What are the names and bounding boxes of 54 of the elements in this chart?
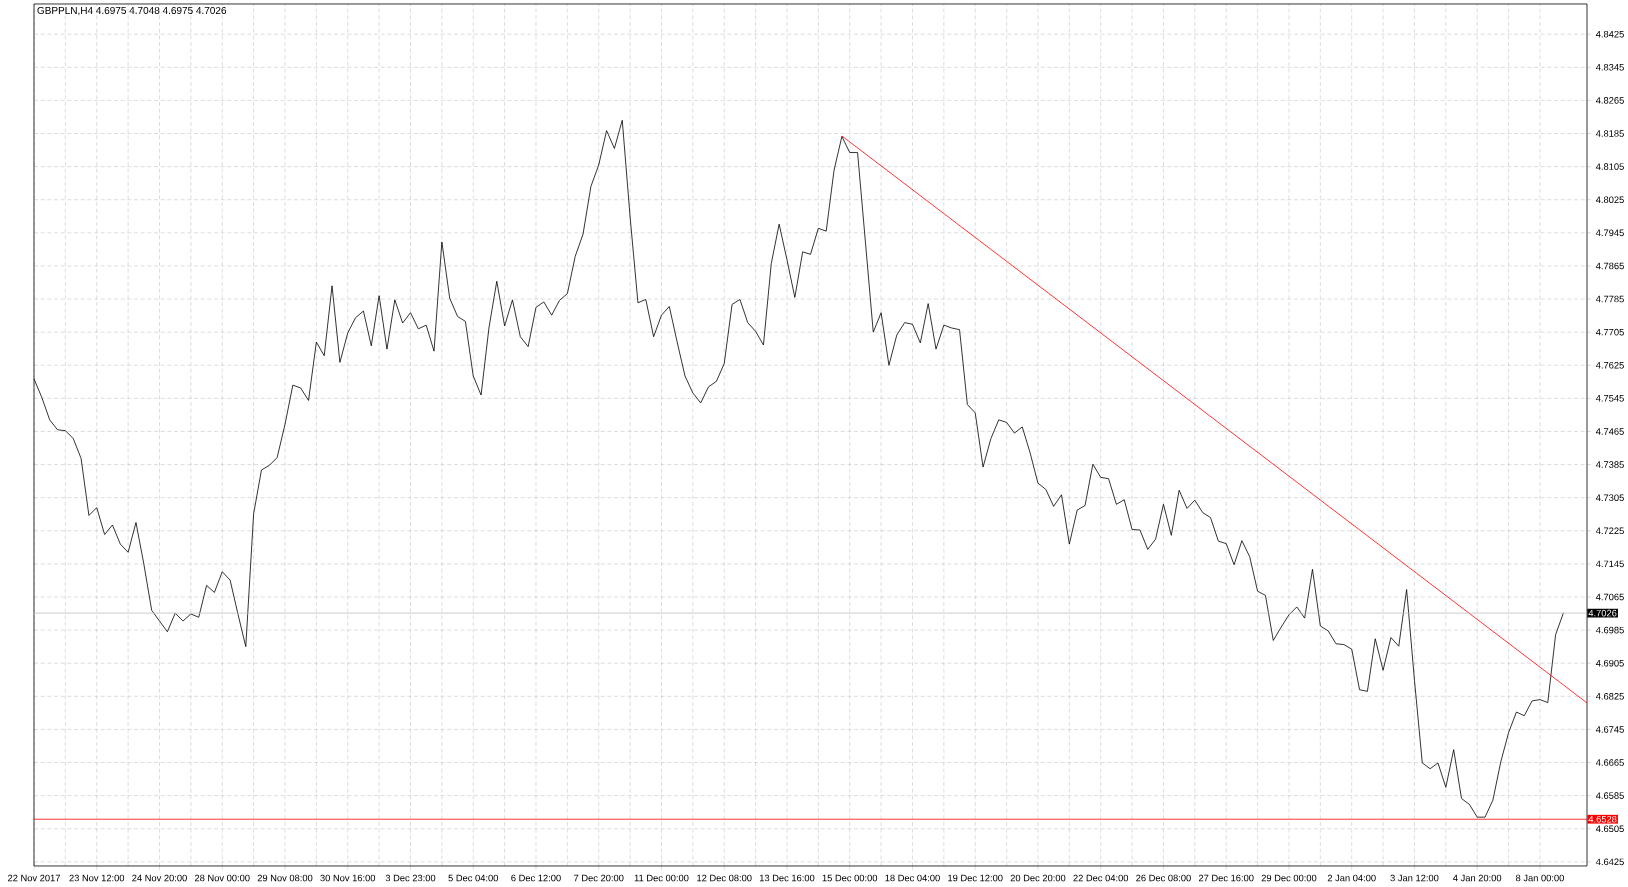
x-tick-label: 27 Dec 16:00 — [1198, 874, 1254, 882]
x-tick-label: 7 Dec 20:00 — [574, 874, 624, 882]
y-tick-label: 4.6825 — [1595, 693, 1624, 700]
y-tick-label: 4.6505 — [1595, 825, 1624, 833]
y-tick-label: 4.8025 — [1595, 196, 1624, 204]
y-tick-label: 4.6905 — [1595, 659, 1624, 667]
y-tick-label: 4.7865 — [1595, 262, 1624, 270]
y-tick-label: 4.7785 — [1595, 295, 1624, 303]
x-tick-label: 4 Jan 20:00 — [1453, 874, 1502, 882]
y-tick-label: 4.7305 — [1595, 494, 1624, 501]
y-tick-label: 4.8425 — [1595, 30, 1624, 38]
y-tick-label: 4.6665 — [1595, 759, 1624, 766]
y-tick-label: 4.6745 — [1595, 726, 1624, 733]
x-tick-label: 12 Dec 08:00 — [697, 874, 752, 882]
x-tick-label: 2 Jan 04:00 — [1327, 874, 1376, 882]
x-tick-label: 8 Jan 00:00 — [1515, 874, 1564, 882]
y-tick-label: 4.7465 — [1595, 428, 1624, 435]
y-tick-label: 4.6985 — [1595, 626, 1624, 634]
x-tick-label: 30 Nov 16:00 — [320, 874, 376, 882]
ref-line-label: 4.7026 — [1588, 609, 1617, 617]
x-tick-label: 13 Dec 16:00 — [759, 874, 815, 882]
x-tick-label: 23 Nov 12:00 — [69, 874, 125, 882]
x-tick-label: 29 Dec 00:00 — [1261, 874, 1317, 882]
x-tick-label: 20 Dec 20:00 — [1010, 874, 1066, 882]
y-tick-label: 4.6425 — [1595, 858, 1624, 866]
x-tick-label: 6 Dec 12:00 — [511, 874, 561, 882]
y-tick-label: 4.7225 — [1595, 527, 1624, 535]
ref-line-label: 4.6528 — [1588, 815, 1617, 823]
x-tick-label: 3 Dec 23:00 — [385, 874, 436, 882]
x-tick-label: 11 Dec 00:00 — [634, 874, 689, 882]
x-tick-label: 24 Nov 20:00 — [132, 874, 187, 882]
x-tick-label: 22 Dec 04:00 — [1073, 874, 1129, 882]
y-tick-label: 4.8345 — [1595, 64, 1624, 71]
x-tick-label: 29 Nov 08:00 — [257, 874, 313, 882]
x-tick-label: 3 Jan 12:00 — [1390, 874, 1439, 882]
y-tick-label: 4.8185 — [1595, 130, 1624, 137]
y-tick-label: 4.7945 — [1595, 229, 1624, 237]
y-tick-label: 4.7145 — [1595, 560, 1624, 568]
chart-title: GBPPLN,H4 4.6975 4.7048 4.6975 4.7026 — [37, 6, 227, 16]
x-tick-label: 19 Dec 12:00 — [948, 874, 1003, 882]
x-tick-label: 18 Dec 04:00 — [885, 874, 940, 882]
x-tick-label: 26 Dec 08:00 — [1136, 874, 1191, 882]
x-tick-label: 28 Nov 00:00 — [194, 874, 250, 882]
y-tick-label: 4.8265 — [1595, 97, 1624, 104]
y-tick-label: 4.7065 — [1595, 593, 1624, 601]
y-tick-label: 4.6585 — [1595, 792, 1624, 799]
y-tick-label: 4.7545 — [1595, 395, 1624, 402]
x-tick-label: 22 Nov 2017 — [8, 874, 60, 882]
y-tick-label: 4.7625 — [1595, 361, 1624, 369]
x-tick-label: 15 Dec 00:00 — [822, 874, 878, 882]
x-tick-label: 5 Dec 04:00 — [448, 874, 499, 882]
y-tick-label: 4.8105 — [1595, 163, 1624, 170]
y-tick-label: 4.7705 — [1595, 328, 1624, 336]
y-tick-label: 4.7385 — [1595, 461, 1624, 468]
